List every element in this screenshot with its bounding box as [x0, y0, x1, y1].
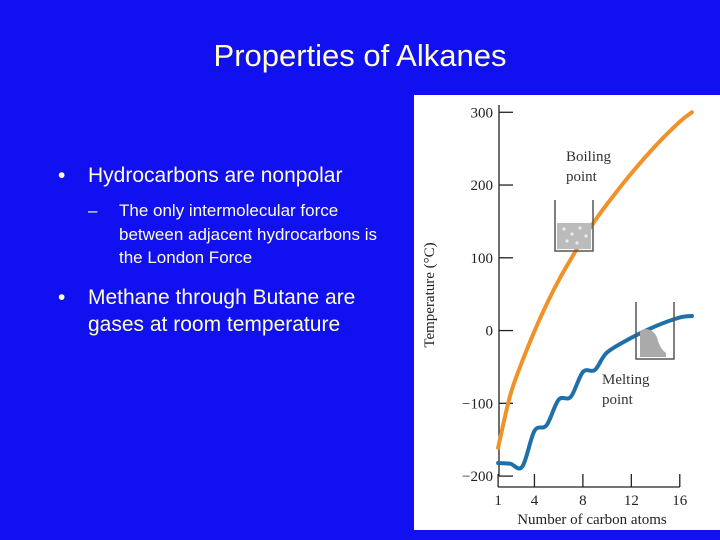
bullet-text: Methane through Butane are gases at room… — [88, 285, 356, 336]
melting-beaker-icon — [635, 302, 675, 360]
series-line-melting-point — [496, 314, 694, 471]
x-tick-label: 1 — [494, 493, 502, 509]
y-tick-label: 100 — [471, 251, 494, 267]
annotation-boiling-line1: Boiling — [566, 149, 612, 165]
chart-figure: 300 200 100 0 −100 −200 1 4 8 12 16 Number of carbo… — [414, 95, 720, 530]
chart-series — [496, 110, 694, 471]
y-tick-label: −200 — [462, 469, 493, 485]
bullet-list: • Hydrocarbons are nonpolar – The only i… — [58, 162, 398, 348]
sub-bullet-item: – The only intermolecular force between … — [88, 199, 398, 270]
x-axis-label: Number of carbon atoms — [517, 512, 667, 528]
annotation-boiling-line2: point — [566, 169, 598, 185]
chart-annotations: Boiling point Melting point — [566, 149, 650, 408]
bullet-text: Hydrocarbons are nonpolar — [88, 164, 343, 187]
sub-bullet-glyph: – — [88, 201, 98, 220]
annotation-melting-line1: Melting — [602, 372, 650, 388]
x-tick-label: 16 — [672, 493, 688, 509]
y-tick-label: 200 — [471, 178, 494, 194]
bullet-glyph: • — [58, 285, 66, 309]
bullet-item: • Hydrocarbons are nonpolar — [58, 162, 398, 189]
bullet-glyph: • — [58, 164, 66, 187]
annotation-melting-line2: point — [602, 392, 634, 408]
x-tick-label: 4 — [531, 493, 539, 509]
y-tick-label: −100 — [462, 396, 493, 412]
y-tick-label: 0 — [486, 324, 494, 340]
sub-bullet-text: The only intermolecular force between ad… — [119, 201, 377, 267]
slide-title: Properties of Alkanes — [213, 38, 507, 73]
y-tick-label: 300 — [471, 105, 494, 121]
bullet-item: • Methane through Butane are gases at ro… — [58, 284, 398, 338]
y-axis-label: Temperature (°C) — [422, 242, 438, 347]
boiling-beaker-icon — [554, 200, 594, 252]
x-tick-label: 12 — [624, 493, 639, 509]
x-tick-label: 8 — [579, 493, 587, 509]
